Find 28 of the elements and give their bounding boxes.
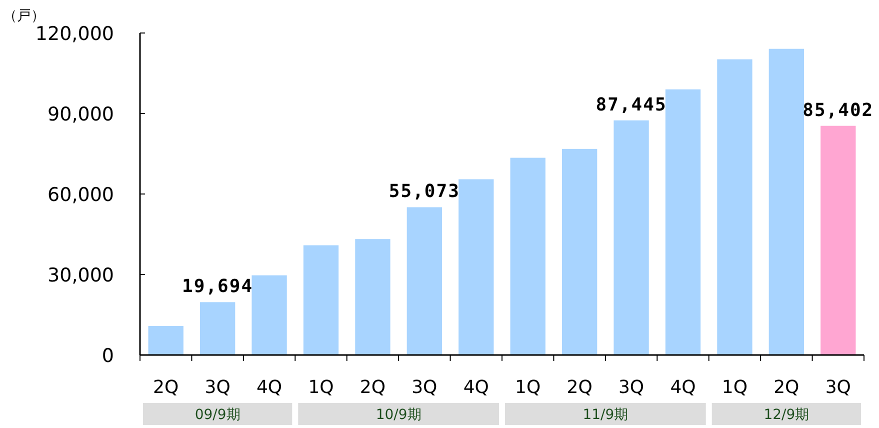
data-label: 19,694 xyxy=(182,276,254,298)
y-tick-label: 30,000 xyxy=(48,264,114,286)
data-label: 55,073 xyxy=(388,181,460,202)
y-tick-label: 0 xyxy=(102,345,114,367)
text: 11/9期 xyxy=(582,407,628,423)
x-tick-label: 2Q xyxy=(153,377,179,398)
data-label: 85,402 xyxy=(802,100,874,121)
x-tick-label: 1Q xyxy=(308,377,334,398)
x-tick-label: 3Q xyxy=(825,377,851,398)
x-tick-label: 3Q xyxy=(412,377,438,398)
x-tick-label: 4Q xyxy=(463,377,489,398)
x-tick-label: 4Q xyxy=(256,377,282,398)
text: 09/9期 xyxy=(194,407,240,423)
y-tick-label: 90,000 xyxy=(48,104,114,126)
x-tick-label: 3Q xyxy=(204,377,230,398)
y-tick-label: 60,000 xyxy=(48,184,114,206)
text: 10/9期 xyxy=(376,407,422,423)
x-tick-label: 3Q xyxy=(618,377,644,398)
y-tick-label: 120,000 xyxy=(35,23,114,45)
x-tick-label: 1Q xyxy=(515,377,541,398)
y-axis-title: （戸） xyxy=(3,8,45,24)
x-tick-label: 4Q xyxy=(670,377,696,398)
x-tick-label: 2Q xyxy=(566,377,592,398)
x-tick-label: 2Q xyxy=(774,377,800,398)
x-tick-label: 2Q xyxy=(360,377,386,398)
text: 12/9期 xyxy=(764,407,810,423)
x-tick-label: 1Q xyxy=(722,377,748,398)
data-label: 87,445 xyxy=(596,94,667,116)
